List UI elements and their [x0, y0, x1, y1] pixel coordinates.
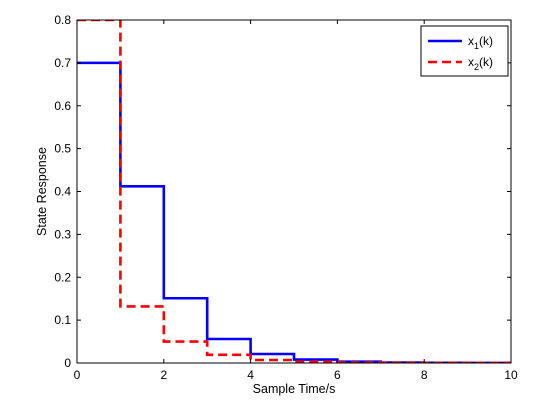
- y-tick-label: 0.6: [54, 99, 71, 113]
- y-tick-label: 0.1: [54, 313, 71, 327]
- y-tick-label: 0.5: [54, 142, 71, 156]
- x-tick-label: 2: [160, 368, 167, 382]
- x-tick-label: 4: [247, 368, 254, 382]
- y-tick-label: 0.7: [54, 56, 71, 70]
- series-line-1: [77, 61, 511, 363]
- x-tick-label: 10: [504, 368, 518, 382]
- legend-box: [420, 25, 509, 77]
- legend: x1(k) x2(k): [420, 25, 509, 77]
- x-tick-label: 6: [334, 368, 341, 382]
- legend-label-2: x2(k): [468, 55, 493, 72]
- y-tick-label: 0: [64, 356, 71, 370]
- y-tick-label: 0.2: [54, 270, 71, 284]
- x-tick-label: 8: [421, 368, 428, 382]
- y-tick-label: 0.8: [54, 13, 71, 27]
- y-tick-label: 0.4: [54, 185, 71, 199]
- legend-label-1: x1(k): [468, 34, 493, 51]
- x-axis-label: Sample Time/s: [253, 382, 336, 396]
- axes: 0 2 4 6 8 10 0 0.1 0.2 0.3 0.4 0.5 0.6 0.7 0.8 Sample T…: [35, 13, 518, 396]
- y-tick-label: 0.3: [54, 227, 71, 241]
- y-axis-label: State Response: [35, 147, 49, 236]
- x-tick-label: 0: [74, 368, 81, 382]
